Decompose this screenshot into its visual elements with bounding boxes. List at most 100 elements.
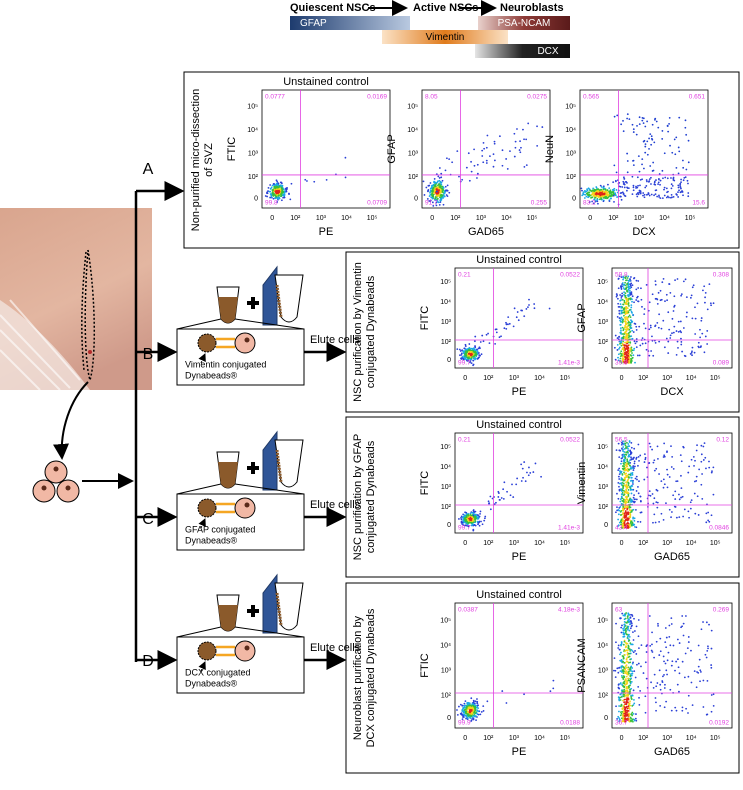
event-dot [667, 125, 669, 127]
event-dot [707, 519, 709, 521]
event-dot [658, 181, 660, 183]
cells [33, 461, 132, 502]
event-dot [639, 355, 641, 357]
y-tick-label: 10² [408, 174, 419, 181]
event-dot [620, 699, 622, 701]
event-dot [657, 502, 659, 504]
event-dot [690, 353, 692, 355]
event-dot [629, 280, 631, 282]
event-dot [672, 318, 674, 320]
event-dot [519, 149, 521, 151]
event-dot [678, 331, 680, 333]
event-dot [663, 656, 665, 658]
event-dot [595, 193, 597, 195]
event-dot [671, 187, 673, 189]
event-dot [584, 197, 586, 199]
event-dot [473, 350, 475, 352]
x-tick-label: 10⁵ [560, 735, 571, 742]
event-dot [270, 193, 272, 195]
event-dot [687, 192, 689, 194]
event-dot [527, 123, 529, 125]
event-dot [480, 521, 482, 523]
event-dot [672, 494, 674, 496]
event-dot [462, 519, 464, 521]
event-dot [702, 289, 704, 291]
event-dot [617, 349, 619, 351]
event-dot [630, 304, 632, 306]
event-dot [635, 458, 637, 460]
event-dot [623, 701, 625, 703]
event-dot [637, 465, 639, 467]
event-dot [645, 712, 647, 714]
x-tick-label: 10³ [476, 215, 487, 222]
x-tick-label: 10³ [316, 215, 327, 222]
event-dot [660, 290, 662, 292]
event-dot [690, 508, 692, 510]
event-dot [622, 670, 624, 672]
event-dot [628, 469, 630, 471]
panel-letter: C [142, 511, 154, 528]
event-dot [618, 486, 620, 488]
event-dot [666, 197, 668, 199]
event-dot [655, 179, 657, 181]
event-dot [483, 142, 485, 144]
y-axis-label: GFAP [576, 303, 588, 332]
event-dot [657, 625, 659, 627]
event-dot [629, 465, 631, 467]
event-dot [710, 664, 712, 666]
event-dot [694, 670, 696, 672]
x-tick-label: 10³ [634, 215, 645, 222]
event-dot [688, 641, 690, 643]
event-dot [620, 682, 622, 684]
event-dot [514, 156, 516, 158]
event-dot [433, 184, 435, 186]
event-dot [619, 470, 621, 472]
event-dot [617, 498, 619, 500]
event-dot [604, 197, 606, 199]
quadrant-percent: 0.0846 [709, 525, 729, 532]
event-dot [621, 313, 623, 315]
event-dot [630, 617, 632, 619]
event-dot [630, 489, 632, 491]
panel-letter: A [143, 161, 154, 178]
event-dot [636, 346, 638, 348]
event-dot [638, 492, 640, 494]
event-dot [629, 450, 631, 452]
event-dot [523, 315, 525, 317]
event-dot [630, 316, 632, 318]
event-dot [673, 468, 675, 470]
event-dot [634, 650, 636, 652]
event-dot [626, 512, 628, 514]
event-dot [676, 194, 678, 196]
quadrant-percent: 0.0169 [367, 94, 387, 101]
x-axis-label: DCX [632, 226, 656, 238]
event-dot [273, 192, 275, 194]
event-dot [475, 525, 477, 527]
event-dot [624, 469, 626, 471]
event-dot [613, 164, 615, 166]
event-dot [699, 336, 701, 338]
event-dot [475, 700, 477, 702]
event-dot [445, 186, 447, 188]
event-dot [602, 196, 604, 198]
event-dot [651, 135, 653, 137]
event-dot [291, 183, 293, 185]
event-dot [629, 675, 631, 677]
event-dot [655, 522, 657, 524]
event-dot [685, 169, 687, 171]
event-dot [620, 306, 622, 308]
event-dot [683, 447, 685, 449]
marker-label: Vimentin [426, 32, 465, 43]
event-dot [628, 705, 630, 707]
event-dot [619, 343, 621, 345]
event-dot [614, 347, 616, 349]
event-dot [706, 621, 708, 623]
event-dot [624, 352, 626, 354]
event-dot [680, 341, 682, 343]
event-dot [627, 317, 629, 319]
event-dot [633, 164, 635, 166]
event-dot [684, 509, 686, 511]
event-dot [627, 449, 629, 451]
event-dot [595, 186, 597, 188]
event-dot [657, 445, 659, 447]
